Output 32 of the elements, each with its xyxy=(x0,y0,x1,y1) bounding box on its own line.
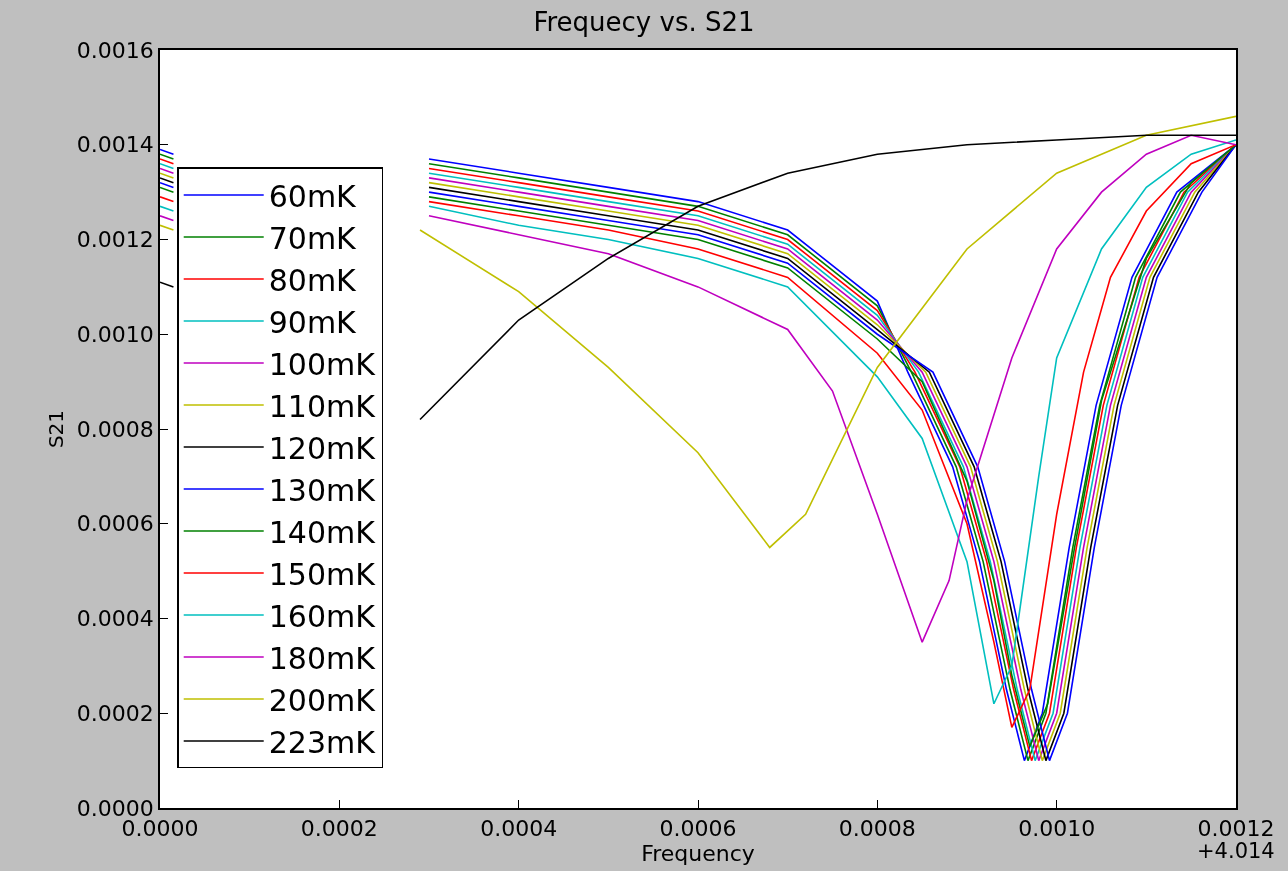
x-tick-label: 0.0006 xyxy=(659,816,737,842)
y-axis-title: S21 xyxy=(43,409,68,449)
y-tick-label: 0.0008 xyxy=(76,416,154,442)
x-tick-label: 0.0004 xyxy=(480,816,558,842)
legend-label: 130mK xyxy=(268,472,377,508)
legend-label: 80mK xyxy=(268,262,358,298)
x-tick-label: 0.0008 xyxy=(838,816,916,842)
x-tick-label: 0.0012 xyxy=(1197,816,1275,842)
legend-label: 180mK xyxy=(268,640,377,676)
legend-label: 200mK xyxy=(268,682,377,718)
x-axis-title: Frequency xyxy=(641,841,755,867)
legend-label: 100mK xyxy=(268,346,377,382)
y-tick-label: 0.0016 xyxy=(76,37,154,63)
x-tick-label: 0.0002 xyxy=(300,816,378,842)
legend-label: 110mK xyxy=(268,388,377,424)
y-tick-label: 0.0010 xyxy=(76,321,154,347)
y-tick-label: 0.0006 xyxy=(76,511,154,537)
legend-label: 150mK xyxy=(268,556,377,592)
y-tick-label: 0.0012 xyxy=(76,227,154,253)
y-tick-label: 0.0002 xyxy=(76,700,154,726)
chart-title: Frequecy vs. S21 xyxy=(533,7,755,38)
legend-label: 60mK xyxy=(268,178,358,214)
legend-label: 70mK xyxy=(268,220,358,256)
legend-label: 120mK xyxy=(268,430,377,466)
x-tick-label: 0.0010 xyxy=(1018,816,1096,842)
legend-label: 160mK xyxy=(268,598,377,634)
legend-label: 140mK xyxy=(268,514,377,550)
y-tick-label: 0.0004 xyxy=(76,606,154,632)
y-tick-label: 0.0014 xyxy=(76,132,154,158)
legend-label: 90mK xyxy=(268,304,358,340)
legend-label: 223mK xyxy=(268,724,377,760)
text: +4.014 xyxy=(1197,839,1275,863)
